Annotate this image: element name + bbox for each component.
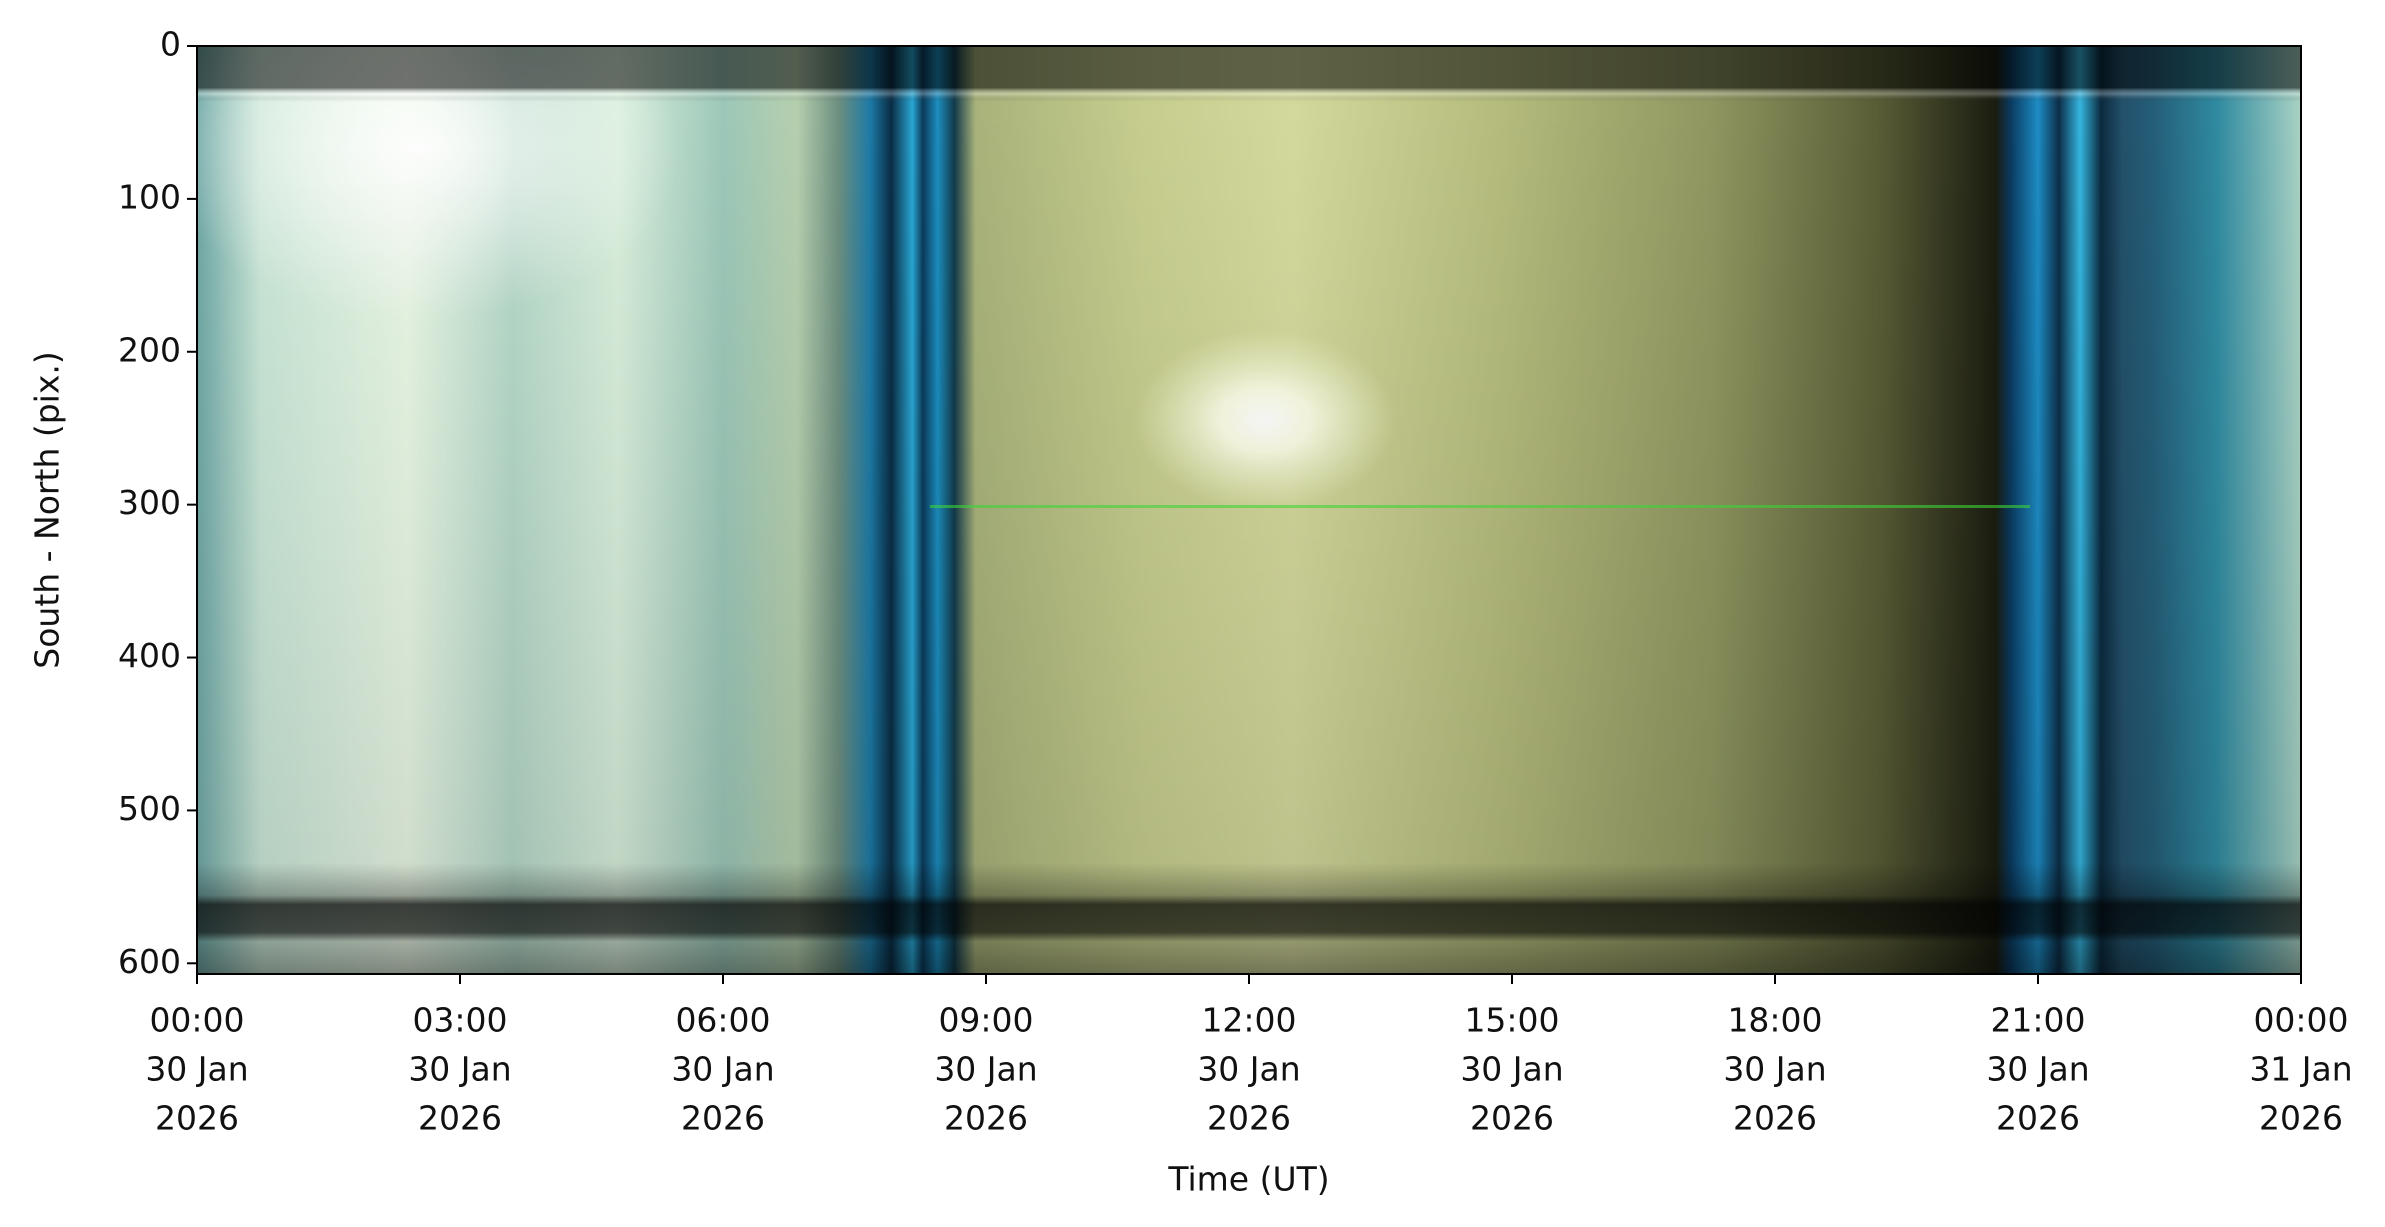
x-tick-label: 03:00 bbox=[412, 1001, 507, 1040]
y-axis-label: South - North (pix.) bbox=[28, 351, 67, 668]
x-tick-label: 30 Jan bbox=[671, 1050, 774, 1089]
y-tick-label: 600 bbox=[118, 942, 181, 981]
x-tick-label: 30 Jan bbox=[408, 1050, 511, 1089]
x-tick-label: 30 Jan bbox=[1723, 1050, 1826, 1089]
x-tick-label: 30 Jan bbox=[145, 1050, 248, 1089]
x-tick-label: 2026 bbox=[2259, 1099, 2343, 1138]
x-tick-label: 2026 bbox=[1207, 1099, 1291, 1138]
x-tick-label: 18:00 bbox=[1727, 1001, 1822, 1040]
x-tick-label: 2026 bbox=[1733, 1099, 1817, 1138]
x-tick-label: 21:00 bbox=[1990, 1001, 2085, 1040]
x-tick-label: 30 Jan bbox=[1460, 1050, 1563, 1089]
x-axis-label: Time (UT) bbox=[1167, 1160, 1329, 1199]
x-tick-label: 00:00 bbox=[2253, 1001, 2348, 1040]
y-tick-label: 100 bbox=[118, 177, 181, 216]
x-tick-label: 2026 bbox=[681, 1099, 765, 1138]
y-tick-label: 500 bbox=[118, 789, 181, 828]
x-tick-label: 2026 bbox=[1470, 1099, 1554, 1138]
x-tick-label: 2026 bbox=[155, 1099, 239, 1138]
x-tick-label: 30 Jan bbox=[934, 1050, 1037, 1089]
y-tick-label: 200 bbox=[118, 330, 181, 369]
x-tick-label: 30 Jan bbox=[1986, 1050, 2089, 1089]
x-tick-label: 12:00 bbox=[1201, 1001, 1296, 1040]
x-tick-label: 30 Jan bbox=[1197, 1050, 1300, 1089]
y-tick-label: 0 bbox=[160, 25, 181, 64]
y-tick-label: 300 bbox=[118, 483, 181, 522]
x-tick-label: 15:00 bbox=[1464, 1001, 1559, 1040]
y-tick-label: 400 bbox=[118, 636, 181, 675]
x-tick-label: 31 Jan bbox=[2249, 1050, 2352, 1089]
keogram-image bbox=[197, 46, 2301, 974]
x-tick-label: 00:00 bbox=[149, 1001, 244, 1040]
x-tick-label: 2026 bbox=[1996, 1099, 2080, 1138]
x-tick-label: 09:00 bbox=[938, 1001, 1033, 1040]
x-tick-label: 2026 bbox=[418, 1099, 502, 1138]
x-tick-label: 2026 bbox=[944, 1099, 1028, 1138]
x-tick-label: 06:00 bbox=[675, 1001, 770, 1040]
